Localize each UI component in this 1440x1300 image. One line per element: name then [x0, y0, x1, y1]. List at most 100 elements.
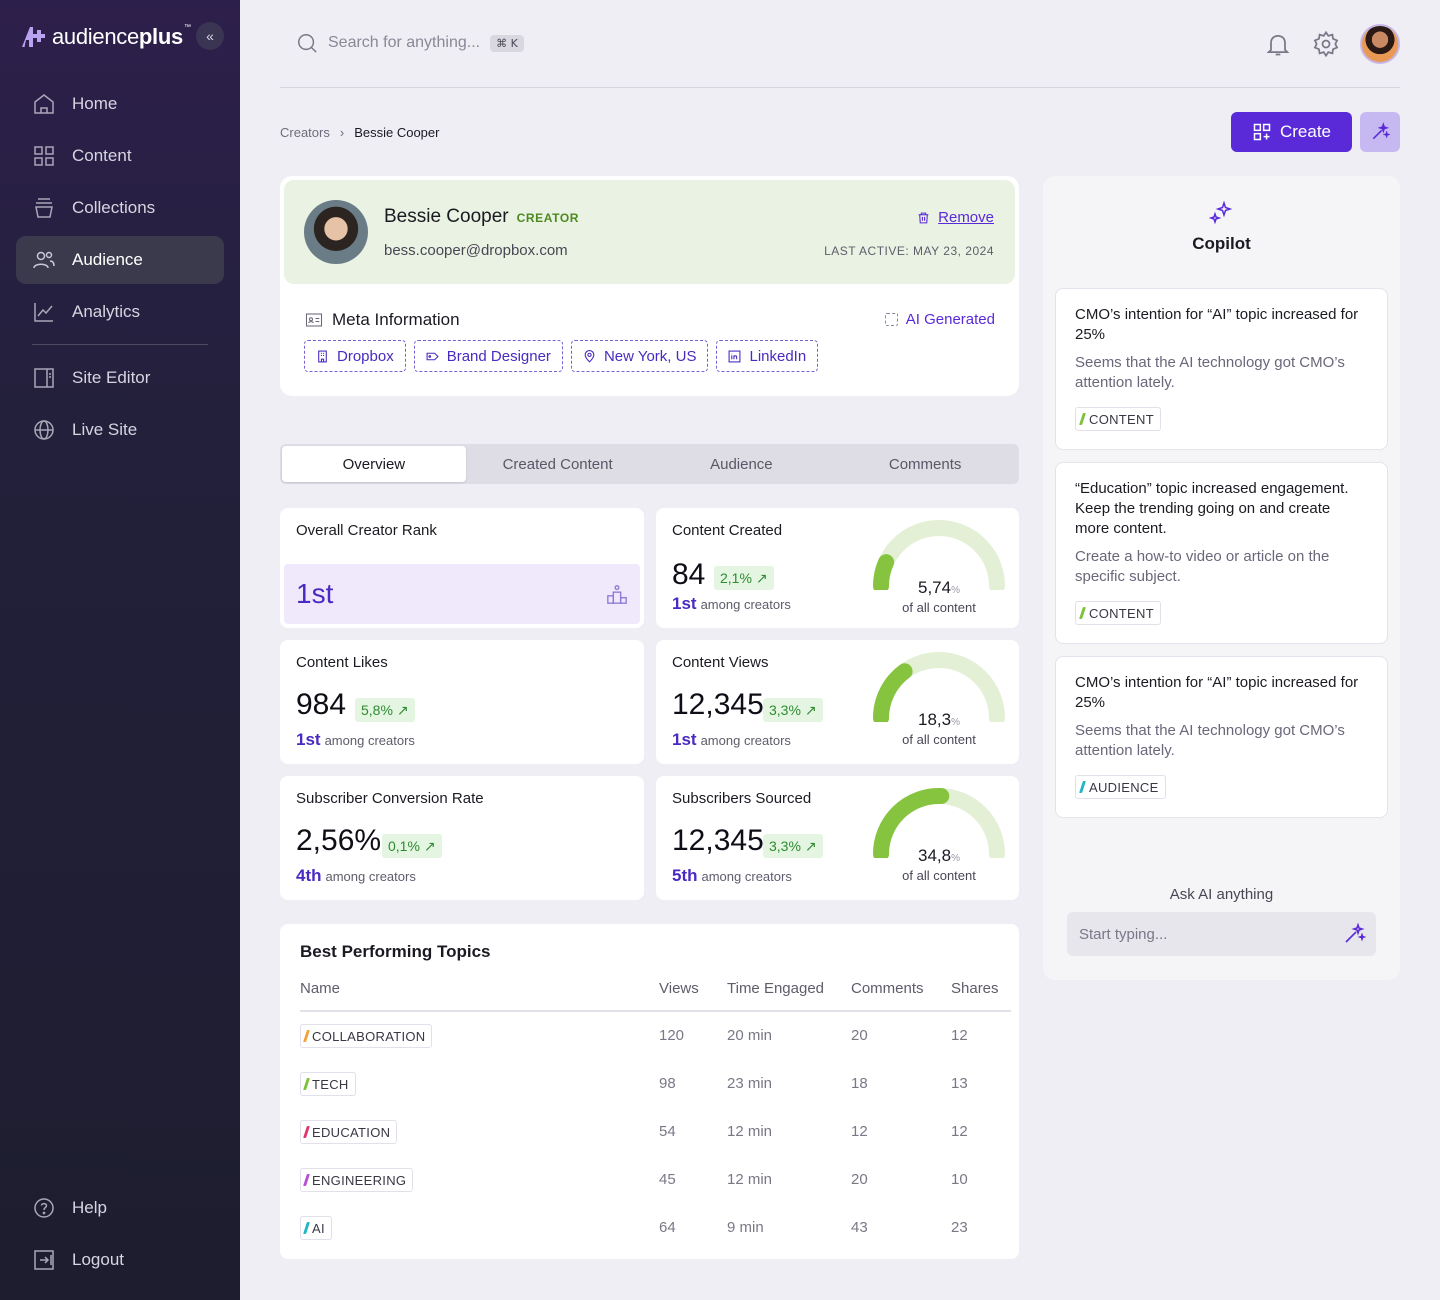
location-pin-icon [584, 349, 595, 363]
insight-title: “Education” topic increased engagement. … [1075, 480, 1349, 537]
topic-time-cell: 12 min [727, 1123, 773, 1140]
tag-color-slash [303, 1126, 310, 1138]
tab-comments[interactable]: Comments [888, 455, 962, 473]
create-button[interactable]: Create [1231, 112, 1352, 152]
card-label: Overall Creator Rank [296, 522, 437, 539]
rank-suffix: among creators [700, 597, 791, 612]
gear-icon[interactable] [1312, 30, 1340, 58]
sidebar-item-logout[interactable]: Logout [16, 1236, 224, 1284]
insight-card[interactable]: CMO’s intention for “AI” topic increased… [1055, 288, 1388, 450]
logo-text: audienceplus™ [52, 24, 191, 50]
tag-color-slash [1079, 781, 1086, 793]
share-unit: % [951, 585, 960, 596]
sidebar-item-help[interactable]: Help [16, 1184, 224, 1232]
rank-value: 5th [672, 866, 698, 885]
topic-tag[interactable]: EDUCATION [300, 1120, 398, 1144]
change-badge: 5,8% ↗ [355, 698, 415, 722]
sidebar-item-collections[interactable]: Collections [16, 184, 224, 232]
insight-title: CMO’s intention for “AI” topic increased… [1075, 674, 1359, 711]
trash-icon [918, 212, 929, 223]
id-card-icon [305, 313, 323, 327]
search-input[interactable]: Search for anything... [328, 34, 481, 51]
column-header-name[interactable]: Name [300, 980, 341, 997]
user-avatar[interactable] [1360, 24, 1400, 64]
tab-audience[interactable]: Audience [710, 455, 773, 473]
tag-color-slash [303, 1222, 310, 1234]
topics-title: Best Performing Topics [300, 942, 491, 961]
card-label: Content Created [672, 522, 783, 539]
column-header-time-engaged[interactable]: Time Engaged [727, 980, 825, 997]
change-value: 0,1% [388, 838, 420, 854]
sidebar-item-label: Home [72, 94, 118, 113]
ai-generated-text: AI Generated [905, 311, 995, 328]
sidebar-item-site-editor[interactable]: Site Editor [16, 354, 224, 402]
sidebar-item-live-site[interactable]: Live Site [16, 406, 224, 454]
topic-tag[interactable]: COLLABORATION [300, 1024, 433, 1048]
rank-suffix: among creators [324, 733, 415, 748]
share-unit: % [951, 717, 960, 728]
content-views-card: Content Views 12,345 3,3% ↗ 1st among crea… [656, 640, 1019, 764]
topic-tag[interactable]: AI [300, 1216, 332, 1240]
tag-icon [426, 352, 439, 360]
card-label: Content Likes [296, 654, 388, 671]
rank-value: 1st [672, 730, 697, 749]
collapse-sidebar-button[interactable]: « [196, 22, 224, 50]
topic-time-cell: 23 min [727, 1075, 773, 1092]
metric-value: 2,56% [296, 824, 382, 857]
change-badge: 0,1% ↗ [382, 834, 442, 858]
insight-card[interactable]: CMO’s intention for “AI” topic increased… [1055, 656, 1388, 818]
insight-tag: CONTENT [1075, 407, 1161, 431]
metric-value: 984 [296, 688, 347, 721]
search-bar[interactable]: Search for anything... ⌘ K [296, 32, 524, 54]
chip-company[interactable]: Dropbox [304, 340, 406, 372]
globe-icon [34, 420, 54, 440]
chip-job-title[interactable]: Brand Designer [413, 340, 563, 372]
last-active: LAST ACTIVE: MAY 23, 2024 [824, 244, 994, 258]
chip-linkedin[interactable]: LinkedIn [716, 340, 819, 372]
share-value: 18,3% [873, 710, 1005, 730]
bell-icon[interactable] [1264, 30, 1292, 58]
topic-tag[interactable]: ENGINEERING [300, 1168, 414, 1192]
dashed-square-icon [884, 313, 898, 326]
breadcrumb-parent[interactable]: Creators [280, 125, 330, 140]
insight-card[interactable]: “Education” topic increased engagement. … [1055, 462, 1388, 644]
topic-views-cell: 64 [659, 1219, 676, 1236]
topic-time-cell: 9 min [727, 1219, 764, 1236]
arrow-up-right-icon: ↗ [755, 569, 768, 586]
arrow-up-right-icon: ↗ [396, 701, 409, 718]
profile-header: Bessie Cooper CREATOR bess.cooper@dropbox… [284, 180, 1015, 284]
topic-tag[interactable]: TECH [300, 1072, 356, 1096]
tag-label: CONTENT [1089, 411, 1154, 427]
remove-button[interactable]: Remove [917, 209, 994, 226]
sidebar-divider [32, 344, 208, 345]
app-logo[interactable]: audienceplus™ [20, 24, 191, 50]
ask-ai-input[interactable]: Start typing... [1067, 912, 1376, 956]
insight-tag: CONTENT [1075, 601, 1161, 625]
remove-label: Remove [938, 209, 994, 226]
chip-location[interactable]: New York, US [570, 340, 709, 372]
topic-name: EDUCATION [312, 1124, 391, 1140]
magic-wand-icon[interactable] [1342, 922, 1366, 946]
metric-value: 12,345 [672, 688, 764, 721]
sidebar-item-audience[interactable]: Audience [16, 236, 224, 284]
column-header-views[interactable]: Views [659, 980, 699, 997]
tab-overview[interactable]: Overview [282, 446, 466, 482]
topic-views-cell: 54 [659, 1123, 676, 1140]
profile-tabs: Overview Created Content Audience Commen… [280, 444, 1019, 484]
change-badge: 3,3% ↗ [763, 834, 823, 858]
column-header-comments[interactable]: Comments [851, 980, 924, 997]
sidebar-item-analytics[interactable]: Analytics [16, 288, 224, 336]
sidebar-item-label: Content [72, 146, 132, 165]
chevrons-left-icon: « [206, 28, 214, 44]
ai-magic-button[interactable] [1360, 112, 1400, 152]
creator-avatar [304, 200, 368, 264]
add-grid-icon [1253, 123, 1271, 141]
rank-highlight: 1st [284, 564, 640, 624]
column-header-shares[interactable]: Shares [951, 980, 999, 997]
creator-rank-card: Overall Creator Rank 1st [280, 508, 644, 628]
sidebar-item-home[interactable]: Home [16, 80, 224, 128]
tab-created-content[interactable]: Created Content [502, 455, 613, 473]
share-label: of all content [902, 868, 976, 883]
sidebar-item-content[interactable]: Content [16, 132, 224, 180]
topic-name: COLLABORATION [312, 1028, 426, 1044]
